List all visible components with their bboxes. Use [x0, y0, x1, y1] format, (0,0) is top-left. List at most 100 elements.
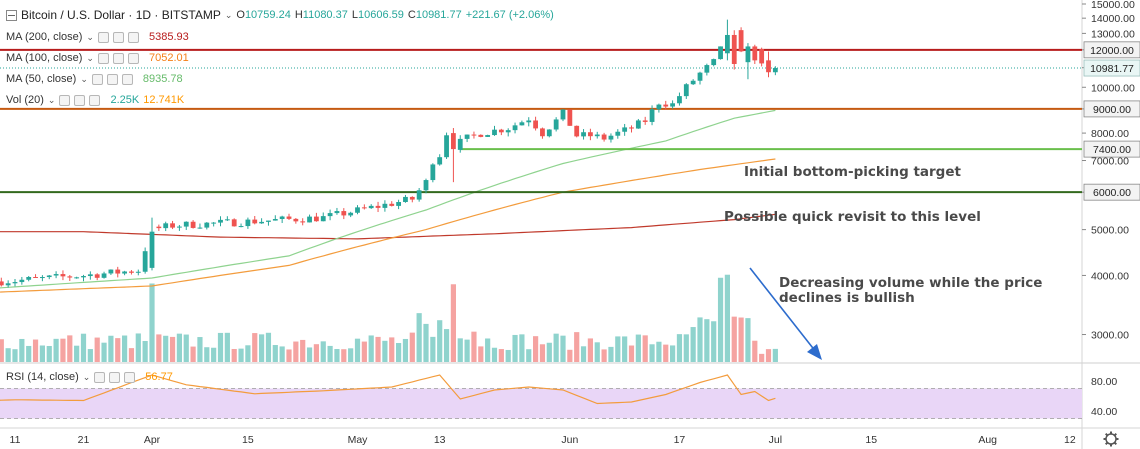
close-icon[interactable]	[124, 371, 136, 383]
volume-bar	[361, 341, 367, 362]
x-tick-label: 13	[434, 434, 446, 446]
close-icon[interactable]	[127, 52, 139, 64]
volume-bar	[354, 338, 361, 362]
volume-bar	[457, 338, 463, 362]
volume-bar	[238, 348, 244, 362]
settings-icon[interactable]	[74, 94, 86, 106]
eye-icon[interactable]	[94, 371, 106, 383]
volume-bar	[197, 337, 203, 362]
ma100-legend[interactable]: MA (100, close) ⌄ 7052.01	[6, 49, 193, 67]
change-value: +221.67 (+2.06%)	[465, 9, 554, 21]
chevron-down-icon[interactable]: ⌄	[47, 94, 56, 105]
rsi-legend[interactable]: RSI (14, close) ⌄ 56.77	[6, 368, 177, 386]
volume-bar	[334, 349, 340, 362]
candle-body	[389, 203, 395, 206]
candle-body	[183, 221, 189, 227]
volume-bar	[491, 347, 498, 362]
volume-bar	[211, 347, 217, 362]
candle-body	[588, 132, 593, 137]
eye-icon[interactable]	[97, 31, 109, 43]
x-tick-label: May	[348, 434, 369, 446]
volume-bar	[574, 332, 580, 362]
collapse-icon[interactable]	[6, 9, 17, 21]
candle-body	[567, 109, 573, 126]
settings-icon[interactable]	[106, 73, 118, 85]
level-price-tag	[1083, 41, 1140, 59]
volume-bar	[142, 340, 148, 362]
volume-bar	[615, 336, 621, 362]
ma100-line	[0, 158, 776, 293]
volume-bar	[128, 348, 135, 362]
volume-bar	[327, 345, 333, 362]
volume-bar	[32, 339, 39, 362]
settings-icon[interactable]	[109, 371, 121, 383]
candle-body	[738, 30, 744, 52]
open-value: 10759.24	[244, 9, 291, 21]
candle-body	[471, 134, 477, 136]
volume-bar	[752, 340, 758, 362]
volume-bar	[437, 320, 443, 362]
level-price-tag	[1083, 100, 1140, 118]
candle-body	[224, 219, 230, 221]
trend-arrow	[749, 267, 817, 353]
chevron-down-icon[interactable]: ⌄	[82, 371, 91, 382]
eye-icon[interactable]	[59, 94, 71, 106]
chevron-down-icon[interactable]: ⌄	[80, 73, 88, 84]
ma50-legend[interactable]: MA (50, close) ⌄ 8935.78	[6, 70, 187, 88]
candle-body	[485, 135, 491, 137]
candle-body	[540, 128, 545, 137]
eye-icon[interactable]	[97, 52, 109, 64]
volume-bar	[101, 342, 107, 362]
close-icon[interactable]	[121, 73, 133, 85]
volume-bar	[546, 342, 552, 362]
candle-body	[745, 46, 751, 63]
candle-body	[718, 46, 723, 60]
level-price-label: 6000.00	[1093, 187, 1131, 199]
candle-body	[67, 276, 73, 278]
ma50-value: 8935.78	[142, 73, 183, 85]
candle-body	[19, 279, 25, 283]
candle-body	[731, 34, 737, 64]
rsi-tick-label: 40.00	[1091, 406, 1117, 418]
volume-legend[interactable]: Vol (20) ⌄ 2.25K 12.741K	[6, 91, 188, 109]
candle-body	[416, 190, 422, 200]
ma200-legend[interactable]: MA (200, close) ⌄ 5385.93	[6, 28, 193, 46]
settings-icon[interactable]	[112, 52, 124, 64]
y-tick-label: 14000.00	[1091, 13, 1135, 25]
chevron-down-icon[interactable]: ⌄	[86, 31, 94, 42]
candle-body	[505, 130, 511, 133]
candle-body	[533, 120, 538, 129]
volume-bar	[676, 334, 683, 362]
candle-body	[5, 283, 11, 286]
candle-body	[581, 132, 586, 137]
candle-body	[238, 226, 244, 228]
volume-bar	[416, 313, 422, 362]
volume-bar	[601, 349, 607, 362]
volume-bar	[443, 329, 450, 362]
gear-icon	[1103, 431, 1119, 447]
candle-body	[33, 277, 38, 279]
eye-icon[interactable]	[91, 73, 103, 85]
chevron-down-icon[interactable]: ⌄	[224, 9, 233, 20]
candle-body	[211, 222, 217, 224]
volume-bar	[169, 336, 176, 362]
candle-body	[286, 216, 292, 219]
volume-bar	[505, 349, 511, 362]
close-icon[interactable]	[127, 31, 139, 43]
volume-bar	[765, 349, 772, 362]
candle-body	[300, 221, 306, 223]
volume-bar	[409, 332, 415, 362]
symbol-title[interactable]: Bitcoin / U.S. Dollar · 1D · BITSTAMP	[21, 8, 221, 22]
level-price-label: 7400.00	[1093, 144, 1131, 156]
close-icon[interactable]	[89, 94, 101, 106]
chevron-down-icon[interactable]: ⌄	[86, 52, 94, 63]
volume-bar	[478, 346, 484, 362]
volume-bar	[772, 348, 778, 362]
ma50-label: MA (50, close)	[6, 73, 77, 85]
settings-icon[interactable]	[112, 31, 124, 43]
candle-body	[670, 103, 675, 107]
candle-body	[266, 220, 271, 222]
candle-body	[560, 109, 566, 120]
